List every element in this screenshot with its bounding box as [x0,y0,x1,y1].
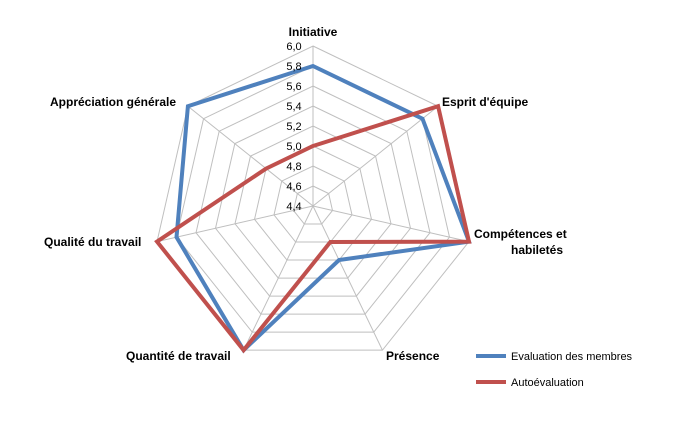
tick-label: 5,6 [286,81,301,93]
grid-spoke [187,105,314,207]
grid-spoke [312,105,439,207]
grid-ring [273,165,353,243]
series-layer [154,63,472,354]
category-label: Présence [386,349,440,363]
grid-ring [253,145,373,261]
tick-label: 5,8 [286,61,301,73]
tick-layer: 4,4 4,6 4,8 5,0 5,2 5,4 5,6 5,8 6,0 [286,41,301,213]
category-label: Qualité du travail [44,235,141,249]
category-label: Initiative [289,25,338,39]
tick-label: 4,4 [286,201,301,213]
category-label: Compétences et habiletés [474,227,567,257]
category-label-layer: Initiative Esprit d'équipe Compétences et h… [44,25,567,363]
tick-label: 4,8 [286,161,301,173]
grid-ring [175,65,451,333]
grid-ring [195,85,431,315]
tick-label: 5,0 [286,141,301,153]
grid-layer [156,45,470,351]
grid-spoke [312,205,383,351]
tick-label: 4,6 [286,181,301,193]
grid-spoke [156,205,314,243]
category-label: Quantité de travail [126,349,231,363]
series-line-2 [154,103,472,354]
legend-label: Autoévaluation [511,377,584,389]
grid-ring [214,105,412,297]
tick-label: 5,2 [286,121,301,133]
legend-label: Evaluation des membres [511,351,633,363]
grid-spoke [243,205,314,351]
tick-label: 6,0 [286,41,301,53]
category-label: Appréciation générale [50,95,176,109]
grid-spoke [312,205,470,243]
grid-ring [292,185,334,225]
series-line-1 [174,63,472,354]
category-label: Esprit d'équipe [442,95,529,109]
legend: Evaluation des membres Autoévaluation [476,351,633,389]
grid-ring [234,125,392,279]
tick-label: 5,4 [286,101,301,113]
